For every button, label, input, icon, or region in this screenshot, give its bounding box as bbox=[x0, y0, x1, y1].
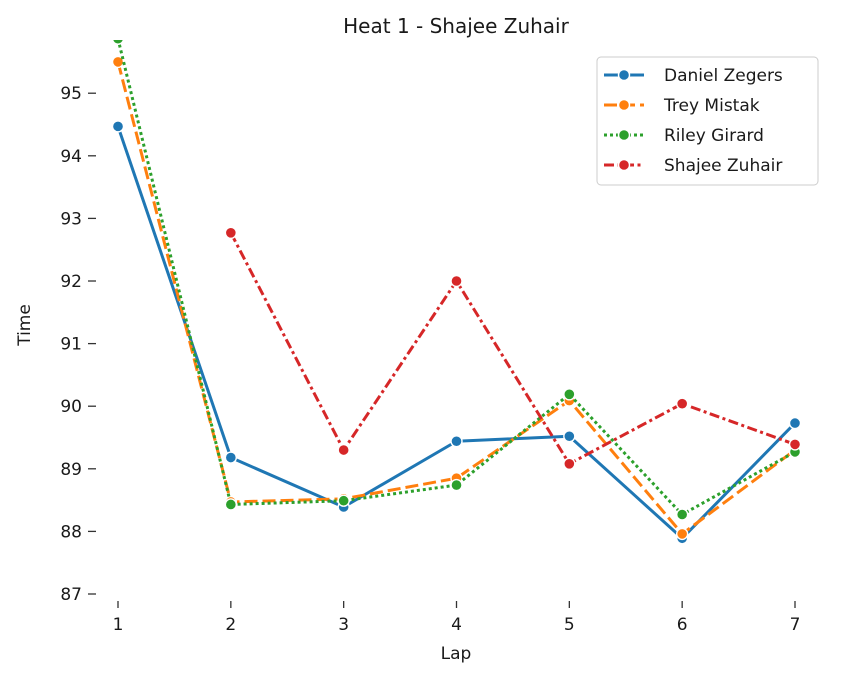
data-point bbox=[788, 416, 802, 430]
data-point bbox=[563, 430, 576, 443]
data-point bbox=[224, 451, 238, 464]
y-tick-label: 94 bbox=[60, 147, 82, 167]
data-point bbox=[224, 226, 238, 240]
data-point bbox=[675, 508, 689, 521]
x-tick-label: 7 bbox=[790, 615, 801, 635]
legend-label: Trey Mistak bbox=[663, 96, 760, 116]
chart-title: Heat 1 - Shajee Zuhair bbox=[343, 14, 569, 38]
legend-swatch-marker bbox=[617, 68, 631, 82]
legend: Daniel Zegers Trey Mistak Riley Girard Shaj… bbox=[596, 56, 819, 186]
legend-item: Riley Girard bbox=[604, 126, 764, 146]
y-tick-label: 88 bbox=[60, 522, 82, 542]
legend-swatch-marker bbox=[617, 98, 631, 112]
data-point bbox=[450, 435, 463, 448]
data-point bbox=[111, 55, 125, 69]
y-tick-label: 90 bbox=[60, 397, 82, 417]
y-tick-label: 93 bbox=[60, 209, 82, 229]
legend-box bbox=[596, 56, 819, 186]
y-axis: 87 88 89 90 91 92 93 94 95 bbox=[60, 84, 96, 605]
y-tick-label: 95 bbox=[60, 84, 82, 104]
data-point bbox=[111, 40, 125, 45]
data-point bbox=[450, 274, 463, 288]
x-axis: 1 2 3 4 5 6 7 bbox=[113, 601, 801, 635]
legend-label: Riley Girard bbox=[664, 126, 764, 146]
y-tick-label: 87 bbox=[60, 585, 82, 605]
data-point bbox=[788, 438, 802, 451]
x-tick-label: 4 bbox=[451, 615, 462, 635]
y-tick-label: 91 bbox=[60, 335, 82, 355]
x-axis-title: Lap bbox=[441, 644, 472, 664]
data-point bbox=[675, 397, 689, 410]
x-tick-label: 6 bbox=[677, 615, 688, 635]
legend-label: Shajee Zuhair bbox=[664, 156, 782, 176]
data-point bbox=[111, 120, 125, 133]
series-shajee-zuhair bbox=[224, 226, 802, 470]
data-point bbox=[337, 494, 350, 507]
data-point bbox=[675, 527, 689, 541]
data-point bbox=[224, 498, 238, 511]
x-tick-label: 2 bbox=[225, 615, 236, 635]
series-layer bbox=[111, 40, 802, 545]
y-axis-title: Time bbox=[15, 304, 35, 347]
legend-swatch-marker bbox=[617, 158, 631, 172]
data-point bbox=[337, 443, 350, 457]
data-point bbox=[450, 478, 463, 492]
x-tick-label: 3 bbox=[338, 615, 349, 635]
data-point bbox=[563, 457, 576, 470]
y-tick-label: 92 bbox=[60, 272, 82, 292]
legend-item: Shajee Zuhair bbox=[604, 156, 782, 176]
series-line-shajee-zuhair bbox=[229, 232, 796, 466]
x-tick-label: 5 bbox=[564, 615, 575, 635]
legend-item: Trey Mistak bbox=[604, 96, 760, 116]
legend-label: Daniel Zegers bbox=[664, 66, 783, 86]
data-point bbox=[563, 388, 576, 401]
legend-swatch-marker bbox=[617, 128, 631, 142]
y-tick-label: 89 bbox=[60, 460, 82, 480]
series-riley-girard bbox=[111, 40, 802, 521]
x-tick-label: 1 bbox=[113, 615, 124, 635]
legend-item: Daniel Zegers bbox=[604, 66, 783, 86]
